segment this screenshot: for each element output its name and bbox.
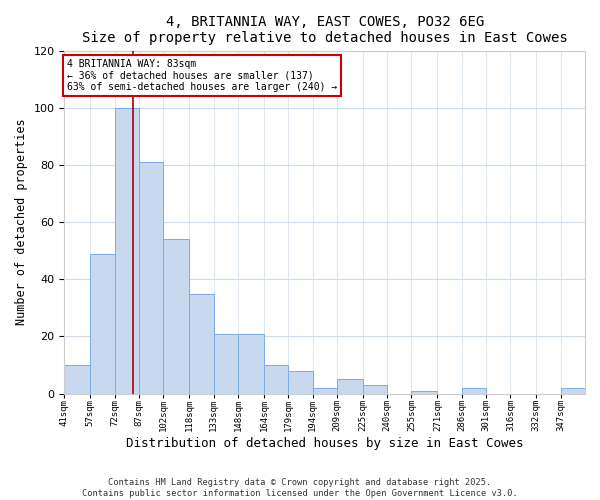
Text: 4 BRITANNIA WAY: 83sqm
← 36% of detached houses are smaller (137)
63% of semi-de: 4 BRITANNIA WAY: 83sqm ← 36% of detached…	[67, 59, 337, 92]
Bar	[214, 334, 238, 394]
Title: 4, BRITANNIA WAY, EAST COWES, PO32 6EG
Size of property relative to detached hou: 4, BRITANNIA WAY, EAST COWES, PO32 6EG S…	[82, 15, 568, 45]
Bar	[288, 371, 313, 394]
Bar	[337, 380, 363, 394]
Y-axis label: Number of detached properties: Number of detached properties	[15, 119, 28, 326]
Bar	[64, 365, 91, 394]
X-axis label: Distribution of detached houses by size in East Cowes: Distribution of detached houses by size …	[126, 437, 523, 450]
Bar	[264, 365, 288, 394]
Bar	[189, 294, 214, 394]
Bar	[91, 254, 115, 394]
Text: Contains HM Land Registry data © Crown copyright and database right 2025.
Contai: Contains HM Land Registry data © Crown c…	[82, 478, 518, 498]
Bar	[139, 162, 163, 394]
Bar	[462, 388, 486, 394]
Bar	[163, 239, 189, 394]
Bar	[238, 334, 264, 394]
Bar	[363, 385, 387, 394]
Bar	[412, 391, 437, 394]
Bar	[560, 388, 585, 394]
Bar	[115, 108, 139, 394]
Bar	[313, 388, 337, 394]
